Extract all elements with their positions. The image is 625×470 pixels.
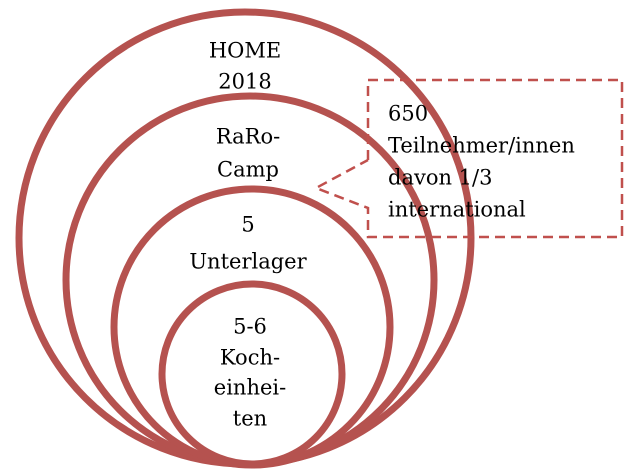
circle-kocheinheiten <box>158 280 346 468</box>
circle-label: 2018 <box>218 70 271 94</box>
labels: HOME 2018 RaRo- Camp 5 Unterlager 5-6 Koch-einh… <box>189 39 575 431</box>
circle-label: HOME <box>209 39 281 63</box>
callout-text: international <box>388 198 526 222</box>
circle-label: RaRo- <box>216 125 280 149</box>
circle-label: Unterlager <box>189 250 307 274</box>
circle-label: Camp <box>217 158 279 182</box>
circle-label: einhei- <box>214 376 286 400</box>
circle-label: 5-6 <box>233 315 267 339</box>
circle-label: ten <box>233 407 267 431</box>
circle-label: 5 <box>241 213 254 237</box>
callout-text: 650 <box>388 102 428 126</box>
callout-box <box>313 78 624 239</box>
callout-text: davon 1/3 <box>388 166 492 190</box>
callout-text: Teilnehmer/innen <box>388 134 575 158</box>
circle-label: Koch- <box>220 346 280 370</box>
